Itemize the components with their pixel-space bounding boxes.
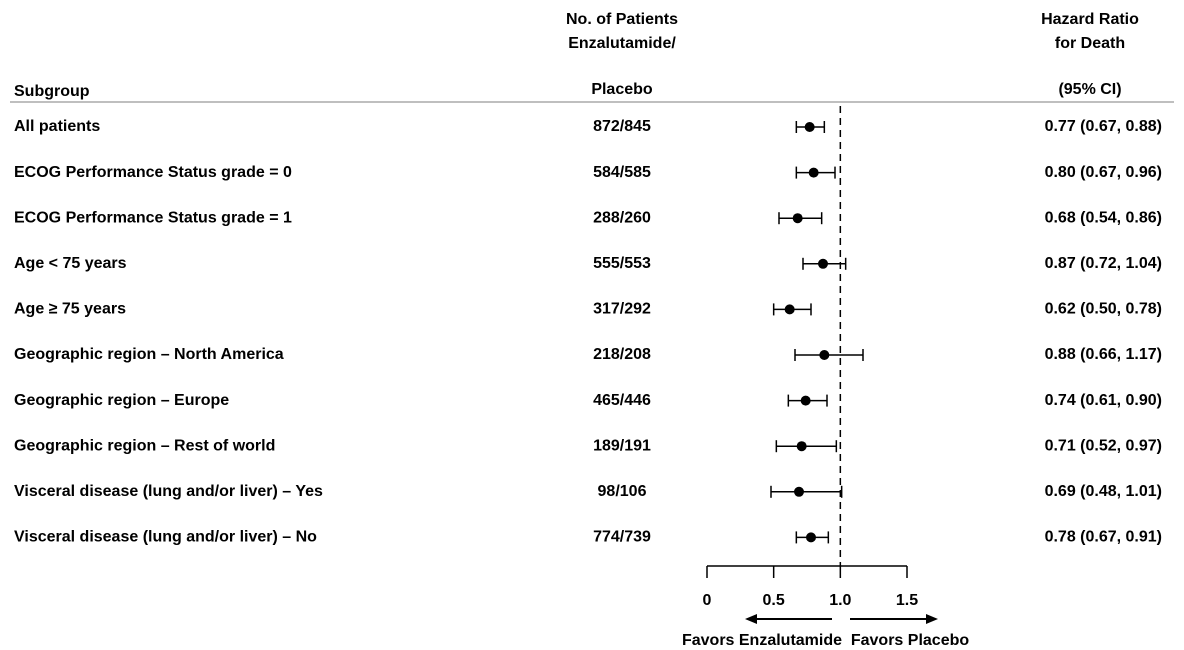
ci-label: 0.71 (0.52, 0.97) bbox=[1045, 437, 1162, 454]
estimate-point bbox=[818, 258, 828, 269]
arrow-right-head bbox=[926, 614, 938, 624]
subgroup-label: Geographic region – North America bbox=[14, 346, 284, 363]
estimate-point bbox=[808, 167, 819, 178]
patients-header: No. of Patients bbox=[566, 11, 678, 28]
x-tick-label: 0.5 bbox=[763, 592, 785, 609]
arrow-left-head bbox=[745, 614, 757, 624]
patients-label: 288/260 bbox=[593, 209, 651, 226]
patients-label: 555/553 bbox=[593, 255, 651, 272]
estimate-point bbox=[792, 213, 803, 224]
ci-label: 0.87 (0.72, 1.04) bbox=[1045, 255, 1162, 272]
ci-label: 0.88 (0.66, 1.17) bbox=[1045, 346, 1162, 363]
x-tick-label: 1.5 bbox=[896, 592, 918, 609]
patients-label: 584/585 bbox=[593, 164, 651, 181]
patients-label: 218/208 bbox=[593, 346, 651, 363]
ci-label: 0.74 (0.61, 0.90) bbox=[1045, 392, 1162, 409]
x-tick-label: 0 bbox=[703, 592, 712, 609]
estimate-point bbox=[796, 441, 807, 452]
subgroup-label: All patients bbox=[14, 118, 100, 135]
estimate-point bbox=[784, 304, 795, 315]
favors-left: Favors Enzalutamide bbox=[682, 632, 842, 649]
patients-label: 774/739 bbox=[593, 529, 651, 546]
ci-label: 0.80 (0.67, 0.96) bbox=[1045, 164, 1162, 181]
subgroup-label: ECOG Performance Status grade = 0 bbox=[14, 164, 292, 181]
subgroup-label: ECOG Performance Status grade = 1 bbox=[14, 209, 292, 226]
subgroup-label: Geographic region – Rest of world bbox=[14, 437, 275, 454]
ci-label: 0.77 (0.67, 0.88) bbox=[1045, 118, 1162, 135]
ci-label: 0.68 (0.54, 0.86) bbox=[1045, 209, 1162, 226]
favors-right: Favors Placebo bbox=[851, 632, 970, 649]
ratio-header: Hazard Ratio bbox=[1041, 11, 1139, 28]
ci-label: 0.62 (0.50, 0.78) bbox=[1045, 301, 1162, 318]
ratio-header: for Death bbox=[1055, 35, 1125, 52]
patients-label: 189/191 bbox=[593, 437, 651, 454]
estimate-point bbox=[806, 532, 816, 543]
subgroup-label: Visceral disease (lung and/or liver) – Y… bbox=[14, 483, 323, 500]
patients-label: 465/446 bbox=[593, 392, 651, 409]
subgroup-label: Age < 75 years bbox=[14, 255, 127, 272]
patients-label: 872/845 bbox=[593, 118, 651, 135]
estimate-point bbox=[800, 395, 811, 406]
subgroup-label: Geographic region – Europe bbox=[14, 392, 229, 409]
subgroup-label: Age ≥ 75 years bbox=[14, 301, 126, 318]
ci-label: 0.69 (0.48, 1.01) bbox=[1045, 483, 1162, 500]
patients-label: 317/292 bbox=[593, 301, 651, 318]
patients-header: Placebo bbox=[591, 81, 653, 98]
estimate-point bbox=[804, 122, 815, 132]
patients-label: 98/106 bbox=[598, 483, 647, 500]
estimate-point bbox=[819, 350, 830, 360]
patients-header: Enzalutamide/ bbox=[568, 35, 676, 52]
x-tick-label: 1.0 bbox=[829, 592, 851, 609]
ratio-header: (95% CI) bbox=[1058, 81, 1121, 98]
subgroup-header: Subgroup bbox=[14, 83, 90, 100]
ci-label: 0.78 (0.67, 0.91) bbox=[1045, 529, 1162, 546]
estimate-point bbox=[794, 486, 804, 497]
subgroup-label: Visceral disease (lung and/or liver) – N… bbox=[14, 529, 317, 546]
